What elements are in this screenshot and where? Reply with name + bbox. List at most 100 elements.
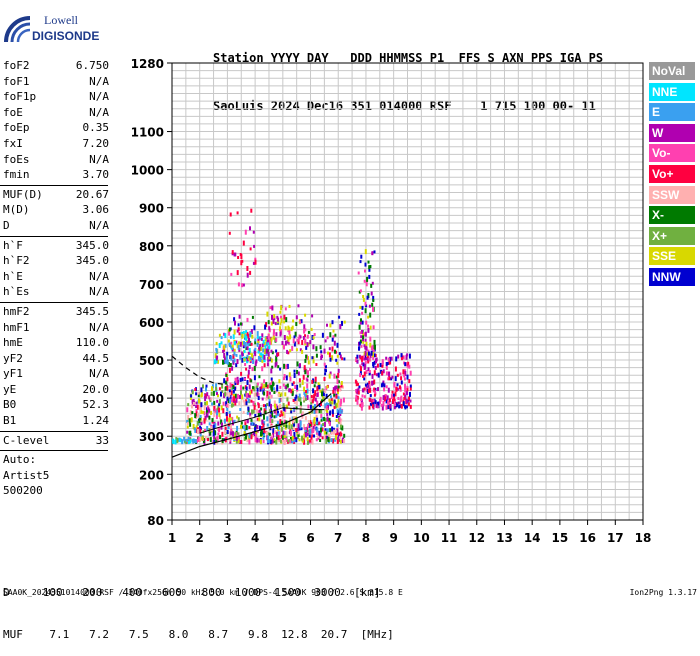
echo-point [307,342,310,346]
echo-point [218,403,221,407]
echo-point [282,430,285,436]
echo-point [276,421,279,425]
echo-point [373,379,376,385]
echo-point [279,331,282,337]
echo-point [356,395,359,400]
echo-point [289,349,292,353]
echo-point [268,391,271,395]
echo-point [237,379,239,384]
echo-point [270,377,273,381]
echo-point [200,407,202,411]
echo-point [223,418,226,424]
echo-point [268,345,271,350]
echo-point [363,371,366,377]
param-value: 7.20 [82,136,110,150]
echo-point [228,367,231,373]
echo-point [225,411,228,416]
echo-point [283,377,285,381]
echo-point [337,372,340,378]
echo-point [334,390,337,394]
echo-point [291,325,294,330]
echo-point [359,289,362,293]
echo-point [266,311,269,317]
echo-point [205,387,207,392]
param-value: N/A [89,367,109,381]
echo-point [250,434,253,440]
echo-point [186,425,189,429]
echo-point [338,432,341,437]
echo-point [273,438,276,442]
echo-point [325,405,328,410]
echo-point [286,349,289,354]
echo-point [280,315,282,319]
echo-point [243,437,246,441]
legend-item: NoVal [649,62,695,80]
echo-point [324,339,327,343]
echo-point [212,390,215,396]
echo-point [333,429,335,435]
echo-point [275,439,278,445]
echo-point [294,396,297,401]
echo-point [265,352,268,356]
echo-point [315,353,318,358]
echo-point [333,340,336,346]
echo-point [234,381,237,386]
echo-point [402,401,405,407]
echo-point [339,324,342,330]
echo-point [286,397,289,402]
echo-point [240,424,242,429]
echo-point [327,402,330,406]
echo-point [292,381,295,385]
echo-point [297,336,300,341]
echo-point [393,404,396,410]
echo-point [370,283,373,288]
echo-point [325,365,327,369]
echo-point [252,422,255,426]
echo-point [297,428,300,432]
echo-point [277,352,280,357]
echo-point [339,401,342,407]
echo-point [338,420,341,424]
echo-point [290,437,292,440]
echo-point [296,361,299,367]
echo-point [219,435,221,440]
param-row: foEp 0.35 [0,120,112,136]
param-value: 345.5 [75,304,109,318]
echo-point [253,404,256,410]
echo-point [315,421,318,425]
echo-point [293,335,296,339]
echo-point [304,397,307,401]
echo-point [194,388,197,391]
echo-point [214,430,216,436]
echo-point [358,385,361,389]
echo-point [342,385,344,389]
echo-point [408,364,411,369]
echo-point [303,399,306,403]
echo-point [244,419,247,423]
echo-point [260,337,263,341]
echo-point [365,281,368,287]
echo-point [368,357,371,362]
echo-point [388,376,391,381]
echo-point [203,418,206,424]
echo-point [284,340,287,346]
echo-point [293,439,296,443]
echo-point [324,428,327,432]
echo-point [273,314,276,319]
param-value: 52.3 [82,398,110,412]
echo-point [374,390,377,394]
echo-point [268,326,271,331]
echo-point [301,413,304,417]
echo-point [278,405,280,409]
echo-point [283,419,286,424]
echo-point [361,311,364,315]
echo-point [304,328,307,332]
echo-point [302,374,305,380]
echo-point [373,339,376,345]
echo-point [222,408,225,414]
echo-point [242,410,245,414]
echo-point [239,385,242,391]
echo-point [229,335,232,339]
echo-point [374,365,377,370]
echo-point [243,358,246,362]
